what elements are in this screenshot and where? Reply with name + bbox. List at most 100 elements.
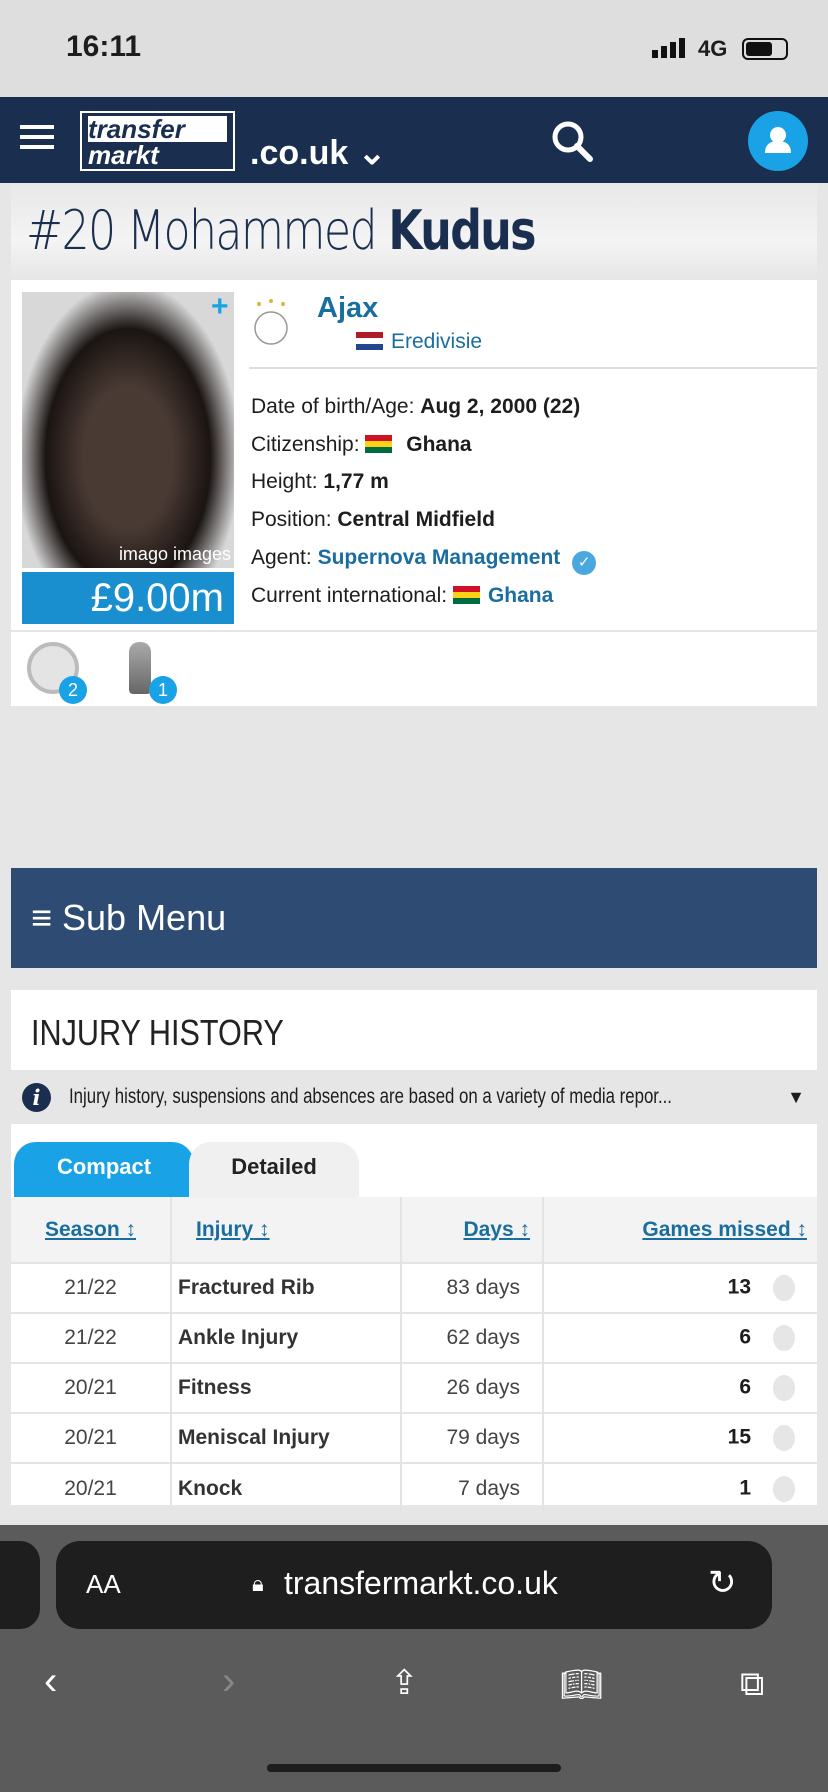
browser-toolbar: AA 🔒︎ transfermarkt.co.uk ↻ ‹ › ⇪ 📖︎ ⧉ [0, 1525, 828, 1792]
bookmarks-icon[interactable]: 📖︎ [560, 1666, 604, 1704]
market-value[interactable]: £9.00m [22, 572, 234, 624]
dob-row: Date of birth/Age: Aug 2, 2000 (22) [251, 395, 581, 418]
photo-credit: imago images [118, 544, 231, 564]
trophy-count: 1 [149, 676, 177, 704]
days-cell: 83 days [401, 1262, 544, 1313]
injury-cell: Meniscal Injury [171, 1412, 402, 1463]
status-bar: 16:11 4G [0, 0, 828, 97]
injury-table: Season ↕ Injury ↕ Days ↕ Games missed ↕ … [11, 1197, 817, 1513]
days-cell: 79 days [401, 1412, 544, 1463]
menu-icon[interactable] [20, 119, 54, 155]
table-row: 20/21 Fitness 26 days 6 [11, 1362, 817, 1413]
ajax-crest-icon [773, 1375, 795, 1401]
search-icon[interactable] [550, 119, 594, 163]
table-row: 20/21 Meniscal Injury 79 days 15 [11, 1412, 817, 1463]
sub-menu-button[interactable]: ≡ Sub Menu [11, 868, 817, 968]
tabs-icon[interactable]: ⧉ [740, 1665, 765, 1703]
ghana-flag-icon [452, 585, 480, 604]
player-facts: Date of birth/Age: Aug 2, 2000 (22) Citi… [251, 388, 597, 614]
domain-selector[interactable]: .co.uk ⌄ [250, 133, 386, 173]
sort-season[interactable]: Season ↕ [11, 1197, 172, 1263]
transfermarkt-logo[interactable]: transfer markt [80, 111, 235, 171]
divider [249, 367, 817, 369]
note-text: Injury history, suspensions and absences… [69, 1085, 672, 1108]
injury-cell: Ankle Injury [171, 1312, 402, 1363]
info-icon: i [22, 1083, 51, 1112]
games-missed-cell: 6 [543, 1362, 817, 1413]
ajax-crest-icon [773, 1425, 795, 1451]
page-title: #20 Mohammed Kudus [26, 199, 536, 262]
trophy-count: 2 [59, 676, 87, 704]
back-icon[interactable]: ‹ [44, 1659, 58, 1703]
games-missed-cell: 13 [543, 1262, 817, 1313]
cup-trophy-icon[interactable]: 1 [119, 642, 177, 704]
agent-link[interactable]: Supernova Management [317, 545, 561, 569]
domain-label: .co.uk [250, 134, 349, 172]
player-header: #20 Mohammed Kudus [11, 183, 817, 280]
previous-tab-peek[interactable] [0, 1541, 40, 1629]
forward-icon[interactable]: › [222, 1659, 236, 1703]
trophies-row: 2 1 [11, 632, 817, 706]
home-indicator [267, 1764, 561, 1772]
sort-games-missed[interactable]: Games missed ↕ [543, 1197, 817, 1263]
top-nav: transfer markt .co.uk ⌄ [0, 97, 828, 183]
table-row: 20/21 Knock 7 days 1 [11, 1462, 817, 1513]
player-photo[interactable]: imago images [22, 292, 234, 568]
league-plate-icon[interactable]: 2 [27, 642, 87, 704]
battery-icon [742, 38, 788, 60]
lock-icon: 🔒︎ [252, 1571, 264, 1596]
games-missed-cell: 6 [543, 1312, 817, 1363]
tab-compact[interactable]: Compact [14, 1142, 194, 1197]
season-cell: 20/21 [11, 1412, 172, 1463]
season-cell: 20/21 [11, 1462, 172, 1513]
sort-days[interactable]: Days ↕ [401, 1197, 544, 1263]
clock: 16:11 [66, 30, 142, 63]
address-bar[interactable]: AA 🔒︎ transfermarkt.co.uk ↻ [56, 1541, 772, 1629]
add-icon[interactable]: + [211, 290, 229, 323]
table-row: 21/22 Ankle Injury 62 days 6 [11, 1312, 817, 1363]
injury-cell: Knock [171, 1462, 402, 1513]
injury-cell: Fractured Rib [171, 1262, 402, 1313]
section-title: INJURY HISTORY [31, 1012, 284, 1053]
reload-icon[interactable]: ↻ [708, 1564, 737, 1602]
expand-triangle-icon[interactable]: ▼ [787, 1087, 805, 1107]
signal-icon [652, 38, 685, 58]
days-cell: 26 days [401, 1362, 544, 1413]
league-link[interactable]: Eredivisie [356, 330, 482, 354]
games-missed-cell: 15 [543, 1412, 817, 1463]
info-note[interactable]: i Injury history, suspensions and absenc… [11, 1070, 817, 1124]
international-row: Current international: Ghana [251, 583, 554, 607]
player-info-card: imago images £9.00m + Ajax Eredivisie Da… [11, 280, 817, 630]
ghana-flag-icon [365, 434, 393, 453]
season-cell: 21/22 [11, 1262, 172, 1313]
agent-row: Agent: Supernova Management ✓ [251, 539, 597, 577]
height-row: Height: 1,77 m [251, 470, 389, 494]
ajax-crest-icon [773, 1475, 795, 1502]
injury-history-section: INJURY HISTORY i Injury history, suspens… [11, 990, 817, 1513]
network-type: 4G [698, 36, 728, 61]
chevron-down-icon: ⌄ [357, 134, 387, 172]
injury-cell: Fitness [171, 1362, 402, 1413]
citizenship-row: Citizenship: Ghana [251, 432, 472, 456]
season-cell: 21/22 [11, 1312, 172, 1363]
netherlands-flag-icon [356, 332, 383, 350]
logo-bottom: markt [88, 140, 159, 170]
national-team-link[interactable]: Ghana [487, 583, 554, 607]
position-row: Position: Central Midfield [251, 508, 495, 532]
user-account-icon[interactable] [748, 111, 808, 171]
season-cell: 20/21 [11, 1362, 172, 1413]
days-cell: 62 days [401, 1312, 544, 1363]
ajax-crest-icon [254, 299, 288, 345]
ajax-crest-icon [773, 1325, 795, 1351]
ajax-crest-icon [773, 1275, 795, 1301]
days-cell: 7 days [401, 1462, 544, 1513]
text-size-button[interactable]: AA [86, 1569, 121, 1599]
logo-top: transfer [88, 116, 227, 142]
table-row: 21/22 Fractured Rib 83 days 13 [11, 1262, 817, 1313]
share-icon[interactable]: ⇪ [390, 1664, 419, 1702]
tab-detailed[interactable]: Detailed [189, 1142, 359, 1197]
club-link[interactable]: Ajax [317, 292, 379, 324]
sort-injury[interactable]: Injury ↕ [171, 1197, 402, 1263]
verified-icon: ✓ [572, 550, 597, 575]
url-text: transfermarkt.co.uk [284, 1565, 558, 1601]
